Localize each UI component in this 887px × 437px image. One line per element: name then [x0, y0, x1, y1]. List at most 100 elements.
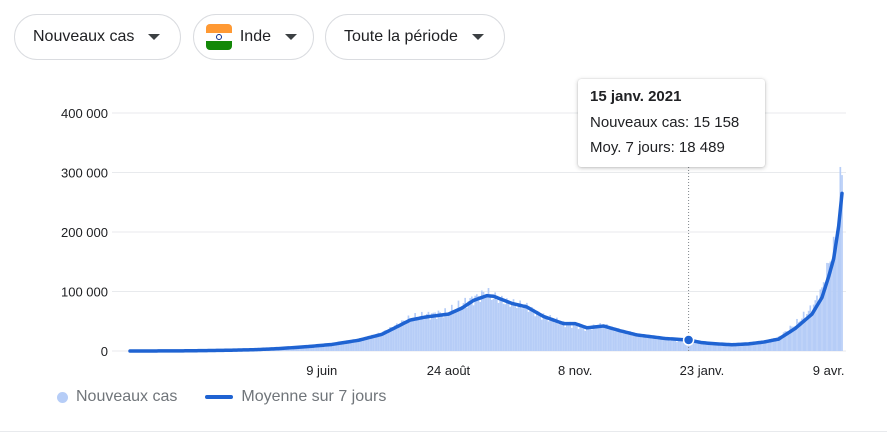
daily-cases-bar: [420, 311, 423, 351]
daily-cases-bar: [832, 236, 835, 351]
daily-cases-bar: [694, 342, 697, 351]
daily-cases-bar: [624, 330, 627, 351]
daily-cases-bar: [831, 264, 833, 351]
daily-cases-bar: [312, 346, 315, 351]
daily-cases-bar: [637, 334, 640, 351]
daily-cases-bar: [385, 332, 388, 351]
daily-cases-bar: [636, 332, 638, 351]
daily-cases-bar: [506, 298, 508, 351]
daily-cases-bar: [616, 328, 618, 351]
daily-cases-bar: [812, 304, 815, 351]
tooltip-new-cases: Nouveaux cas: 15 158: [590, 114, 740, 131]
daily-cases-bar: [486, 297, 488, 351]
daily-cases-bar: [819, 289, 822, 351]
daily-cases-bar: [556, 317, 558, 351]
country-dropdown[interactable]: Inde: [193, 14, 314, 60]
daily-cases-bar: [357, 339, 360, 351]
daily-cases-bar: [339, 341, 341, 351]
daily-cases-bar: [612, 327, 615, 351]
daily-cases-bar: [739, 344, 742, 351]
daily-cases-bar: [839, 166, 842, 351]
daily-cases-bar: [492, 298, 495, 351]
daily-cases-bar: [415, 318, 418, 351]
daily-cases-bar: [542, 313, 545, 351]
daily-cases-bar: [546, 318, 548, 351]
tooltip-avg: Moy. 7 jours: 18 489: [590, 139, 725, 156]
daily-cases-bar: [786, 331, 788, 351]
daily-cases-bar: [817, 303, 820, 351]
daily-cases-bar: [711, 343, 713, 351]
daily-cases-bar: [771, 338, 773, 351]
daily-cases-bar: [380, 334, 383, 351]
daily-cases-bar: [469, 298, 471, 351]
daily-cases-bar: [317, 345, 320, 351]
daily-cases-bar: [521, 308, 523, 351]
x-tick-label: 23 janv.: [680, 363, 725, 378]
daily-cases-bar: [452, 311, 455, 351]
daily-cases-bar: [344, 342, 346, 351]
metric-dropdown[interactable]: Nouveaux cas: [14, 14, 181, 60]
x-tick-label: 8 nov.: [558, 363, 592, 378]
daily-cases-bar: [325, 344, 328, 351]
daily-cases-bar: [646, 337, 648, 351]
daily-cases-bar: [359, 338, 361, 351]
hover-point: [682, 334, 695, 346]
daily-cases-bar: [430, 313, 433, 351]
daily-cases-bar: [482, 291, 485, 351]
daily-cases-bar: [721, 344, 723, 351]
daily-cases-bar: [689, 343, 692, 351]
daily-cases-bar: [345, 340, 348, 351]
daily-cases-bar: [657, 338, 660, 351]
daily-cases-bar: [569, 321, 572, 351]
daily-cases-bar: [629, 331, 632, 351]
daily-cases-bar: [300, 347, 303, 351]
daily-cases-bar: [551, 320, 553, 351]
daily-cases-bar: [435, 318, 438, 351]
daily-cases-bar: [674, 339, 677, 351]
daily-cases-bar: [807, 310, 810, 351]
daily-cases-bar: [709, 343, 712, 351]
daily-cases-bar: [374, 336, 376, 351]
daily-cases-bar: [776, 337, 778, 351]
daily-cases-bar: [516, 308, 518, 351]
daily-cases-bar: [470, 296, 473, 351]
daily-cases-bar: [444, 308, 446, 351]
daily-cases-bar: [352, 339, 355, 351]
daily-cases-bar: [742, 344, 745, 351]
daily-cases-bar: [667, 338, 670, 351]
daily-cases-bar: [787, 331, 790, 351]
daily-cases-bar: [782, 332, 785, 351]
daily-cases-bar: [704, 342, 707, 351]
daily-cases-bar: [497, 302, 500, 351]
daily-cases-bar: [299, 346, 301, 351]
daily-cases-bar: [327, 344, 330, 351]
daily-cases-bar: [577, 329, 580, 351]
daily-cases-bar: [576, 323, 578, 351]
daily-cases-bar: [634, 334, 637, 351]
daily-cases-bar: [659, 338, 662, 351]
daily-cases-bar: [367, 338, 370, 351]
daily-cases-bar: [766, 339, 768, 351]
daily-cases-bar: [821, 287, 823, 351]
daily-cases-bar: [547, 321, 550, 351]
daily-cases-bar: [767, 340, 770, 351]
daily-cases-bar: [626, 332, 628, 351]
daily-cases-bar: [309, 345, 311, 351]
daily-cases-bar: [762, 342, 765, 351]
daily-cases-bar: [477, 296, 480, 351]
daily-cases-bar: [522, 308, 525, 351]
daily-cases-bar: [627, 333, 630, 351]
period-dropdown[interactable]: Toute la période: [325, 14, 505, 60]
daily-cases-bar: [604, 325, 607, 351]
daily-cases-bar: [549, 315, 552, 351]
daily-cases-bar: [394, 325, 396, 351]
daily-cases-bar: [494, 292, 497, 351]
daily-cases-bar: [379, 334, 381, 351]
daily-cases-bar: [481, 290, 483, 351]
daily-cases-bar: [597, 327, 600, 351]
daily-cases-bar: [422, 319, 425, 351]
y-tick-label: 300 000: [61, 166, 108, 181]
caret-down-icon: [285, 34, 297, 40]
daily-cases-bar: [557, 324, 560, 351]
